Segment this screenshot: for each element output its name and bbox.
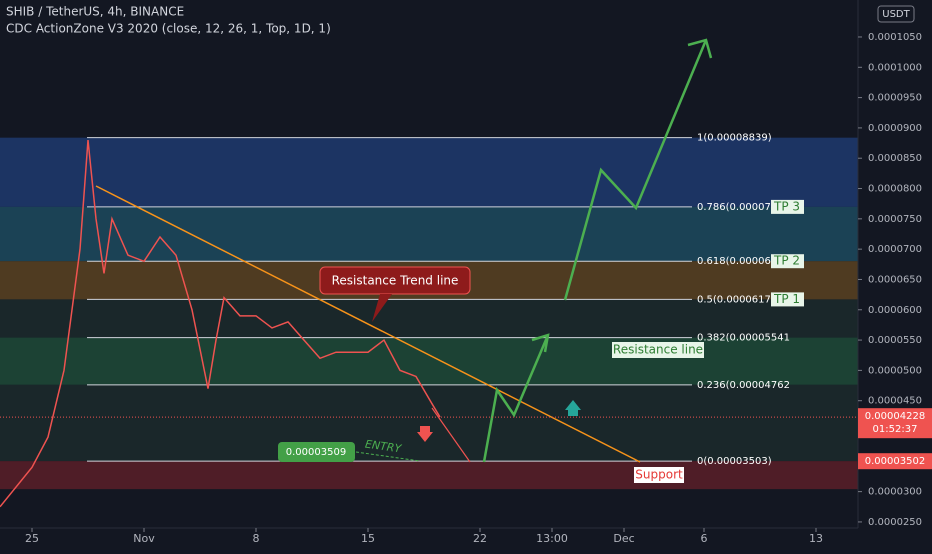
fib-label: 0.618(0.000068 — [697, 256, 777, 267]
projection-arrow — [482, 334, 550, 463]
target-box — [771, 254, 804, 269]
label-box — [612, 342, 704, 358]
y-tick-label: 0.0001050 — [868, 32, 922, 43]
fib-band — [0, 461, 858, 490]
chart-title: SHIB / TetherUS, 4h, BINANCE — [6, 5, 184, 19]
y-tick-label: 0.0000900 — [868, 123, 922, 134]
arrow-head — [687, 38, 713, 59]
fib-label: 0.5(0.00006171 — [697, 294, 777, 305]
currency-box[interactable] — [877, 5, 915, 23]
target-box — [771, 199, 804, 214]
x-tick-label: 25 — [25, 532, 39, 545]
y-tick-label: 0.0000600 — [868, 305, 922, 316]
x-tick-label: Nov — [133, 532, 155, 545]
x-tick-label: 15 — [361, 532, 375, 545]
entry-text: ENTRY — [364, 438, 403, 456]
x-tick-label: Dec — [613, 532, 634, 545]
currency[interactable]: USDT — [882, 9, 910, 20]
up-arrow — [565, 400, 581, 416]
support-text: Support — [635, 468, 683, 482]
callout-text: Resistance Trend line — [332, 274, 459, 288]
y-tick-label: 0.0000300 — [868, 487, 922, 498]
fib-label: 0.786(0.000076 — [697, 202, 777, 213]
fib-label: 0.382(0.00005541 — [697, 333, 790, 344]
entry-price: 0.00003509 — [286, 447, 346, 458]
indicator-title: CDC ActionZone V3 2020 (close, 12, 26, 1… — [6, 22, 331, 36]
price-tag — [858, 408, 932, 439]
y-tick-label: 0.0000450 — [868, 396, 922, 407]
y-tick-label: 0.0000800 — [868, 184, 922, 195]
x-tick-label: 8 — [253, 532, 260, 545]
target-box — [771, 292, 804, 307]
fib-label: 1(0.00008839) — [697, 133, 772, 144]
x-tick-label: 13 — [809, 532, 823, 545]
fib-band — [0, 299, 858, 338]
y-tick-label: 0.0000550 — [868, 335, 922, 346]
target-label: TP 3 — [773, 199, 800, 213]
price-tag-text: 0.00004228 — [865, 411, 925, 422]
callout-box — [319, 266, 471, 295]
y-tick-label: 0.0000850 — [868, 153, 922, 164]
fib-band — [0, 137, 858, 207]
countdown: 01:52:37 — [873, 424, 918, 435]
entry-line — [355, 451, 421, 462]
resistance-line-text: Resistance line — [613, 343, 703, 357]
x-tick-label: 13:00 — [536, 532, 568, 545]
fib-band — [0, 384, 858, 462]
fib-band — [0, 337, 858, 385]
y-tick-label: 0.0001000 — [868, 62, 922, 73]
x-tick-label: 6 — [701, 532, 708, 545]
fib-label: 0(0.00003503) — [697, 456, 772, 467]
x-tick-label: 22 — [473, 532, 487, 545]
y-tick-label: 0.0000650 — [868, 274, 922, 285]
y-tick-label: 0.0000950 — [868, 93, 922, 104]
projection-arrow — [563, 39, 708, 301]
target-label: TP 1 — [773, 292, 800, 306]
arrow-head — [531, 333, 550, 353]
support-tag-text: 0.00003502 — [865, 456, 925, 467]
y-tick-label: 0.0000250 — [868, 517, 922, 528]
label-box — [634, 467, 684, 483]
target-label: TP 2 — [773, 254, 800, 268]
y-tick-label: 0.0000500 — [868, 365, 922, 376]
y-tick-label: 0.0000750 — [868, 214, 922, 225]
callout-pointer — [372, 294, 392, 322]
price-line — [0, 139, 441, 508]
fib-band — [0, 206, 858, 262]
down-arrow — [417, 426, 433, 442]
support-tag — [858, 453, 932, 470]
entry-box — [278, 442, 355, 462]
y-tick-label: 0.0000700 — [868, 244, 922, 255]
trend-line — [95, 185, 641, 463]
fib-label: 0.236(0.00004762 — [697, 380, 790, 391]
